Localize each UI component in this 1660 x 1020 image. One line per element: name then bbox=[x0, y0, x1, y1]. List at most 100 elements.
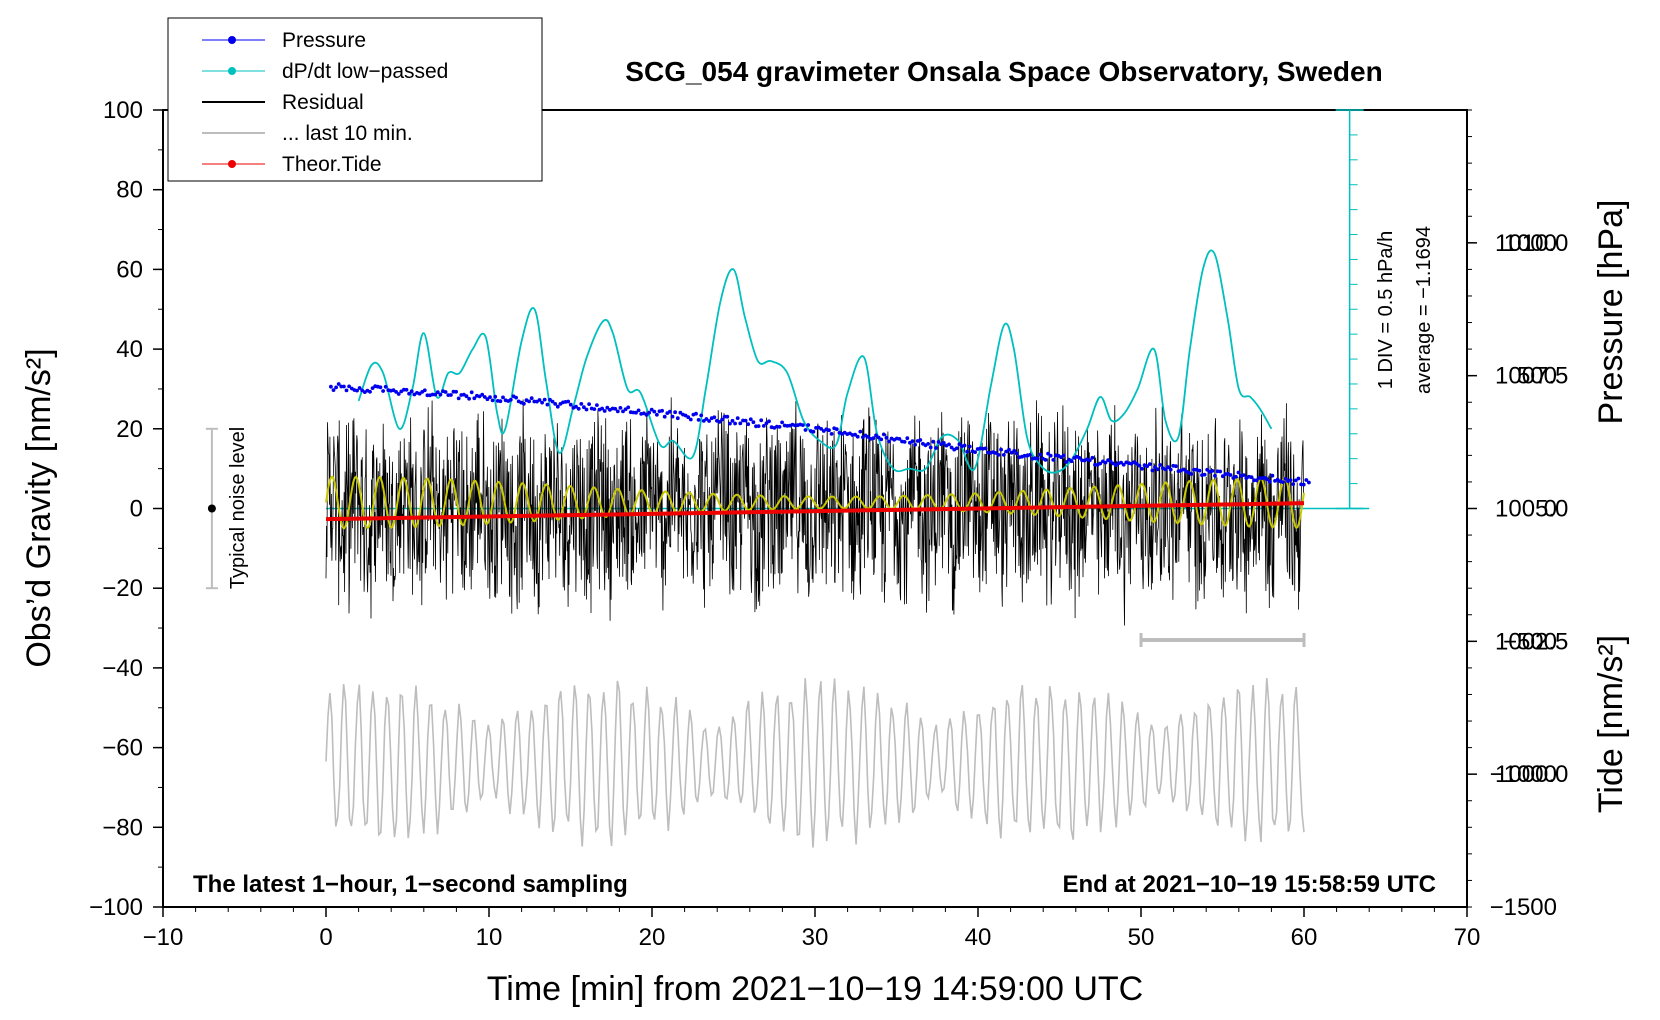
pressure-point bbox=[615, 409, 620, 414]
pressure-point bbox=[1228, 473, 1233, 477]
pressure-point bbox=[881, 432, 886, 437]
x-tick-label: 60 bbox=[1291, 924, 1318, 951]
pressure-point bbox=[743, 418, 748, 423]
pressure-point bbox=[443, 390, 448, 394]
pressure-point bbox=[334, 385, 338, 390]
pressure-point bbox=[967, 444, 972, 449]
x-tick-label: −10 bbox=[143, 924, 184, 951]
pressure-point bbox=[777, 425, 782, 429]
pressure-point bbox=[339, 384, 344, 389]
pressure-point bbox=[819, 427, 824, 431]
pressure-point bbox=[553, 402, 558, 406]
pressure-point bbox=[887, 439, 891, 444]
pressure-tick-label: 1002.5 bbox=[1495, 628, 1568, 655]
pressure-point bbox=[811, 429, 816, 434]
pressure-point bbox=[1129, 461, 1134, 466]
pressure-point bbox=[834, 427, 839, 432]
pressure-point bbox=[1077, 456, 1082, 460]
pressure-point bbox=[761, 424, 766, 428]
pressure-point bbox=[694, 411, 698, 416]
pressure-point bbox=[514, 395, 518, 400]
pressure-point bbox=[1307, 480, 1311, 485]
pressure-point bbox=[704, 417, 709, 421]
legend: Pressure dP/dt low−passed Residual ... last… bbox=[167, 17, 543, 182]
pressure-point bbox=[647, 410, 651, 415]
pressure-point bbox=[1181, 467, 1186, 472]
pressure-point bbox=[910, 439, 915, 444]
pressure-point bbox=[357, 386, 362, 390]
pressure-point bbox=[949, 445, 954, 450]
pressure-point bbox=[717, 420, 722, 424]
pressure-point bbox=[1296, 476, 1301, 481]
pressure-point bbox=[1163, 467, 1168, 472]
pressure-point bbox=[498, 399, 503, 404]
pressure-point bbox=[600, 406, 604, 411]
tide-tick-label: 1000 bbox=[1504, 230, 1557, 257]
pressure-point bbox=[999, 447, 1003, 452]
y-axis-title-pressure: Pressure [hPa] bbox=[1592, 200, 1630, 425]
pressure-point bbox=[1140, 466, 1144, 471]
pressure-point bbox=[1145, 464, 1150, 469]
chart-title: SCG_054 gravimeter Onsala Space Observat… bbox=[625, 56, 1382, 87]
pressure-point bbox=[1252, 478, 1256, 483]
pressure-point bbox=[662, 414, 667, 419]
pressure-point bbox=[926, 442, 930, 446]
pressure-point bbox=[660, 408, 664, 413]
pressure-point bbox=[675, 416, 680, 421]
pressure-tick-label: 1010.0 bbox=[1495, 230, 1568, 257]
pressure-point bbox=[751, 420, 756, 425]
pressure-point bbox=[918, 438, 923, 442]
pressure-point bbox=[748, 417, 753, 422]
pressure-point bbox=[1192, 467, 1196, 472]
pressure-point bbox=[482, 395, 487, 399]
y-tick-label: 0 bbox=[130, 496, 143, 523]
pressure-point bbox=[370, 386, 375, 390]
pressure-point bbox=[1150, 468, 1155, 473]
pressure-point bbox=[1234, 474, 1238, 479]
pressure-point bbox=[1280, 480, 1285, 484]
pressure-point bbox=[829, 432, 834, 436]
pressure-point bbox=[884, 435, 889, 440]
pressure-tick-label: 1005.0 bbox=[1495, 496, 1568, 523]
pressure-point bbox=[545, 402, 550, 407]
pressure-point bbox=[477, 394, 482, 399]
pressure-point bbox=[407, 391, 411, 396]
pressure-point bbox=[634, 410, 638, 415]
pressure-point bbox=[712, 415, 717, 420]
pressure-point bbox=[913, 442, 917, 447]
pressure-point bbox=[1210, 469, 1215, 473]
pressure-point bbox=[1155, 467, 1160, 472]
pressure-point bbox=[404, 387, 409, 392]
tide-tick-label: −1500 bbox=[1490, 894, 1557, 921]
pressure-point bbox=[767, 419, 771, 424]
pressure-point bbox=[1014, 451, 1019, 456]
series-layer bbox=[325, 249, 1311, 848]
pressure-point bbox=[456, 396, 461, 401]
y-tick-label: −80 bbox=[102, 814, 143, 841]
pressure-point bbox=[707, 419, 711, 423]
x-tick-label: 0 bbox=[319, 924, 332, 951]
pressure-point bbox=[1009, 450, 1014, 455]
pressure-point bbox=[490, 398, 495, 403]
pressure-point bbox=[1213, 473, 1217, 478]
pressure-point bbox=[902, 440, 907, 444]
pressure-point bbox=[1012, 448, 1017, 453]
pressure-point bbox=[433, 392, 438, 397]
pressure-point bbox=[1270, 473, 1275, 478]
pressure-point bbox=[595, 403, 599, 407]
pressure-point bbox=[931, 439, 936, 444]
pressure-point bbox=[1283, 476, 1288, 481]
x-tick-label: 50 bbox=[1128, 924, 1155, 951]
pressure-point bbox=[670, 414, 675, 419]
annotation-end-time: End at 2021−10−19 15:58:59 UTC bbox=[1062, 871, 1436, 898]
legend-marker bbox=[228, 36, 236, 44]
axis-ticks: −10 0 10 20 30 40 50 60 70−100−80−60−40−20020406… bbox=[89, 97, 1568, 951]
y-tick-label: −40 bbox=[102, 655, 143, 682]
x-tick-label: 20 bbox=[639, 924, 666, 951]
pressure-point bbox=[1087, 458, 1092, 463]
pressure-point bbox=[464, 394, 469, 399]
pressure-point bbox=[1153, 465, 1157, 469]
pressure-point bbox=[1035, 456, 1040, 461]
pressure-point bbox=[858, 429, 863, 434]
y-axis-title-left: Obs’d Gravity [nm/s²] bbox=[20, 348, 58, 667]
